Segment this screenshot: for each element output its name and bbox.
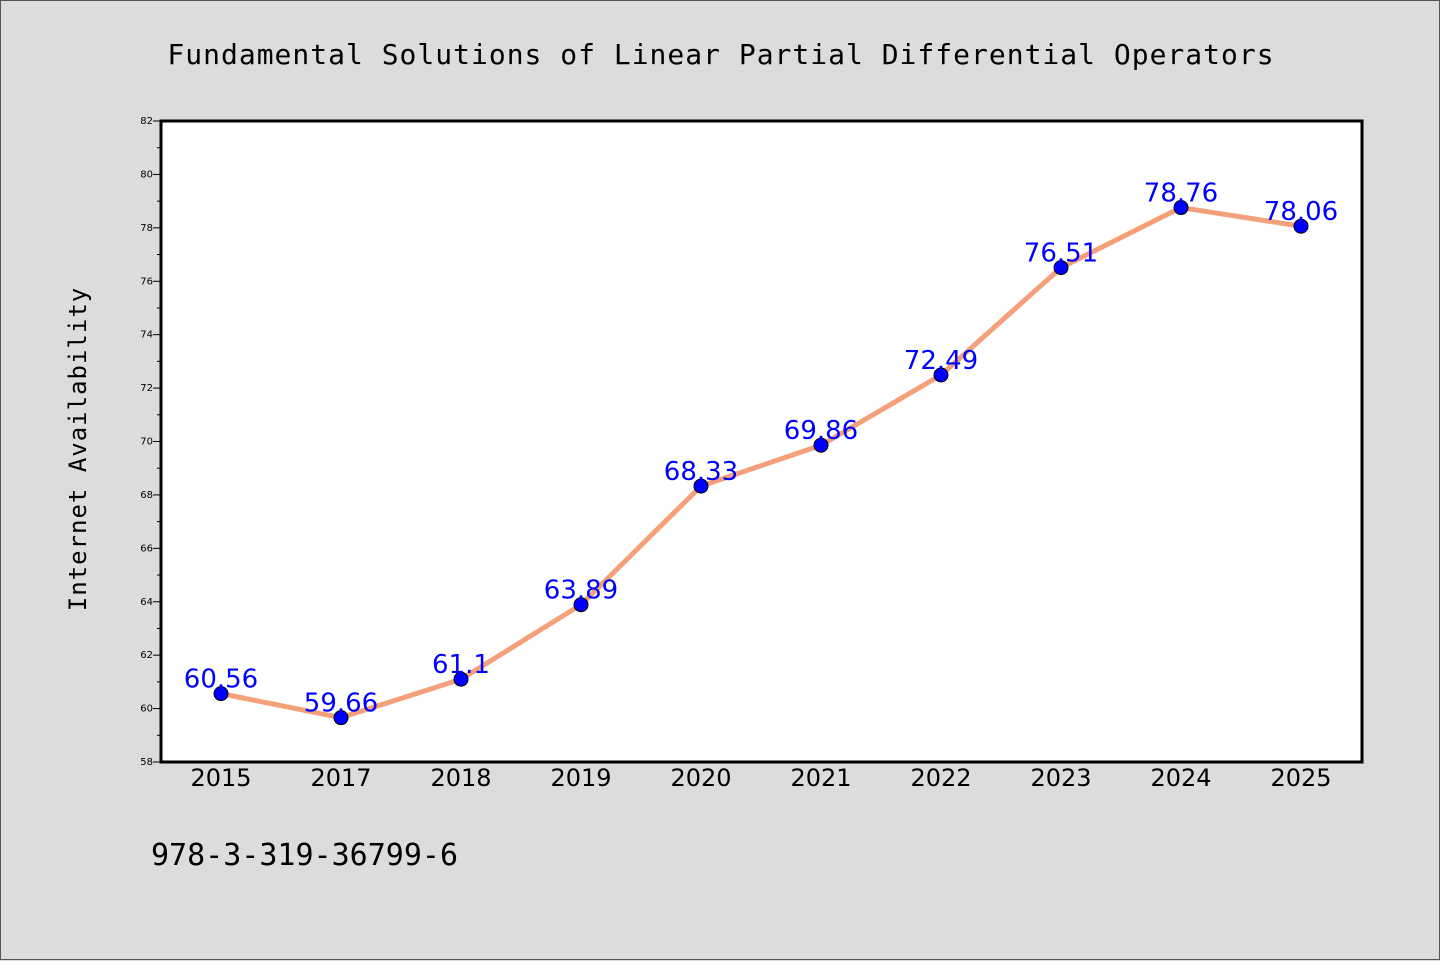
x-tick-label: 2017 (310, 764, 371, 792)
data-label: 63.89 (544, 576, 618, 606)
x-tick-label: 2022 (910, 764, 971, 792)
plot-border (159, 119, 1364, 764)
y-tick-label: 80 (140, 169, 153, 180)
data-label: 60.56 (184, 665, 258, 695)
series-line (218, 205, 1304, 721)
data-point (213, 686, 229, 702)
x-tick-label: 2019 (550, 764, 611, 792)
x-tick-label: 2021 (790, 764, 851, 792)
data-label: 69.86 (784, 416, 858, 446)
data-point (1293, 218, 1309, 234)
y-axis-ticks: 58 60 62 64 66 68 70 72 74 76 78 80 82 (140, 116, 161, 768)
data-label: 72.49 (904, 346, 978, 376)
data-point (933, 367, 949, 383)
y-tick-label: 76 (140, 276, 153, 287)
y-tick-label: 64 (140, 597, 153, 608)
data-point (1053, 260, 1069, 276)
data-point (573, 597, 589, 613)
x-tick-label: 2015 (190, 764, 251, 792)
y-tick-label: 66 (140, 543, 153, 554)
x-tick-label: 2023 (1030, 764, 1091, 792)
data-point (693, 478, 709, 494)
data-label: 61.1 (432, 650, 490, 680)
data-label: 78.76 (1144, 179, 1218, 209)
x-tick-label: 2025 (1270, 764, 1331, 792)
data-markers (213, 200, 1309, 726)
data-labels: 60.56 59.66 61.1 63.89 68.33 69.86 72.49 76.51 7… (184, 179, 1338, 719)
y-axis-label: Internet Availability (64, 287, 92, 611)
data-label: 78.06 (1264, 197, 1338, 227)
data-label: 68.33 (664, 457, 738, 487)
y-tick-label: 68 (140, 490, 153, 501)
x-tick-label: 2024 (1150, 764, 1211, 792)
y-tick-label: 74 (140, 330, 153, 341)
isbn-text: 978-3-319-36799-6 (151, 838, 458, 873)
x-axis-ticks: 2015 2017 2018 2019 2020 2021 2022 2023 2024 2025 (190, 764, 1331, 792)
data-label: 76.51 (1024, 239, 1098, 269)
data-point (1173, 200, 1189, 216)
data-point (333, 710, 349, 726)
y-tick-label: 72 (140, 383, 153, 394)
y-tick-label: 60 (140, 704, 153, 715)
data-point (813, 437, 829, 453)
x-tick-label: 2018 (430, 764, 491, 792)
data-label: 59.66 (304, 689, 378, 719)
y-tick-label: 70 (140, 437, 153, 448)
y-tick-label: 78 (140, 223, 153, 234)
plot-area (161, 121, 1362, 762)
y-tick-label: 62 (140, 650, 153, 661)
data-point (453, 671, 469, 687)
y-tick-label: 58 (140, 757, 153, 768)
y-tick-label: 82 (140, 116, 153, 127)
x-tick-label: 2020 (670, 764, 731, 792)
chart-title: Fundamental Solutions of Linear Partial … (167, 38, 1274, 71)
